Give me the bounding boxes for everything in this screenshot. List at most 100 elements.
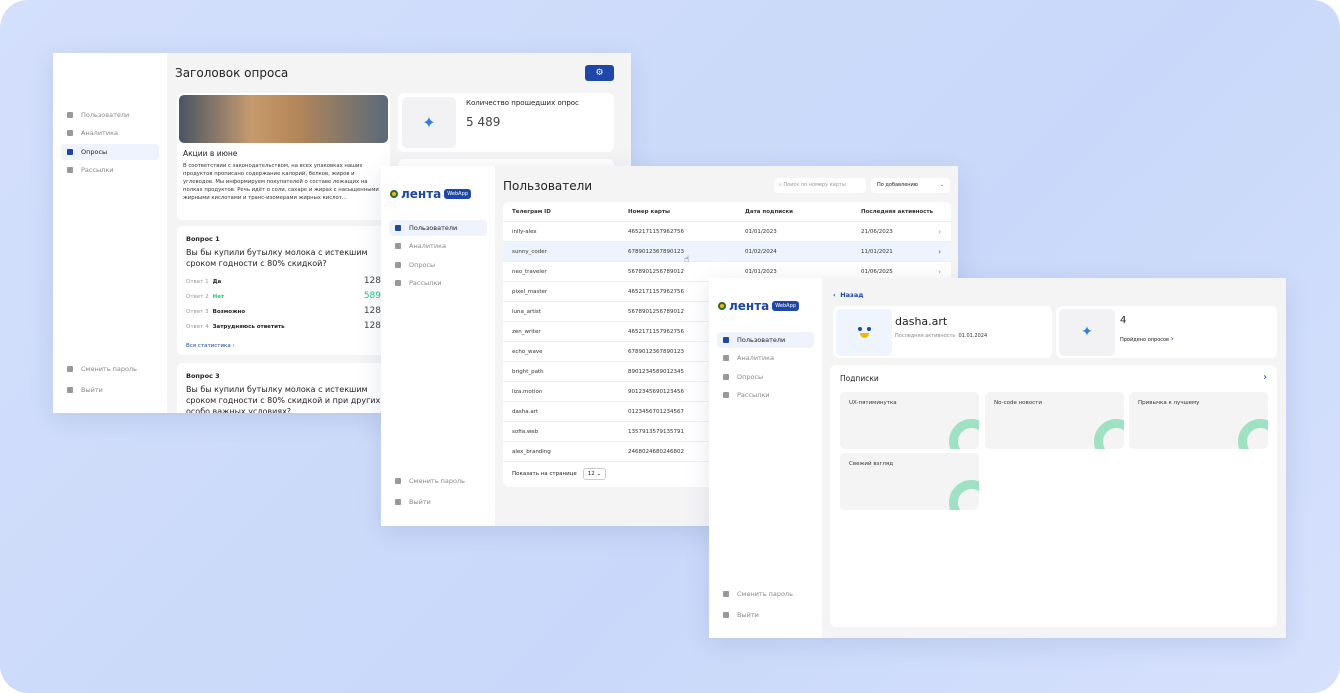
cell: 2468024680246802: [628, 448, 684, 455]
logout[interactable]: Выйти: [717, 607, 814, 623]
sidebar-item-users[interactable]: Пользователи: [61, 107, 159, 123]
label: Рассылки: [81, 166, 114, 174]
cell: 01/06/2025: [861, 268, 893, 275]
logout[interactable]: Выйти: [389, 494, 487, 510]
gear-icon: ⚙: [595, 68, 604, 78]
logout-icon: [67, 387, 73, 393]
profile-name: dasha.art: [895, 315, 948, 328]
settings-button[interactable]: ⚙: [585, 65, 614, 81]
puzzle-icon: ✦: [402, 97, 456, 148]
answer: Ответ 3 Возможно 128: [186, 306, 381, 316]
label: Опросы: [81, 148, 108, 156]
sidebar-item-analytics[interactable]: Аналитика: [717, 350, 814, 366]
subscription-tile[interactable]: No-code новости: [985, 392, 1124, 449]
page-title: Пользователи: [503, 179, 593, 193]
sidebar-item-surveys[interactable]: Опросы: [389, 257, 487, 273]
chevron-right-icon[interactable]: ›: [938, 247, 941, 256]
label: Опросы: [737, 373, 764, 381]
cell: 01/01/2023: [745, 228, 777, 235]
user-icon: [67, 112, 73, 118]
surveys-count: 4: [1120, 315, 1127, 326]
chevron-right-icon[interactable]: ›: [938, 227, 941, 236]
folder-icon: [723, 591, 729, 597]
promo-card: Акции в июне В соответствии с законодате…: [177, 93, 390, 220]
cursor-hand-icon: ☝: [684, 255, 690, 265]
table-row[interactable]: sunny_coder 6789012367890123 01/02/2024 11/…: [503, 242, 951, 262]
cell: 11/01/2021: [861, 248, 893, 255]
label: Выйти: [81, 386, 103, 394]
cell: sunny_coder: [512, 248, 547, 255]
label: Рассылки: [737, 391, 770, 399]
surveys-link[interactable]: Пройдено опросов ›: [1120, 334, 1174, 343]
sidebar-item-surveys[interactable]: Опросы: [717, 369, 814, 385]
cell: 1357913579135791: [628, 428, 684, 435]
promo-title: Акции в июне: [183, 149, 238, 158]
survey-icon: [395, 262, 401, 268]
label: Сменить пароль: [737, 590, 793, 598]
sidebar-item-mailings[interactable]: Рассылки: [61, 162, 159, 178]
sidebar-item-mailings[interactable]: Рассылки: [389, 275, 487, 291]
per-page: Показать на странице 12 ⌄: [512, 468, 607, 480]
mail-icon: [723, 392, 729, 398]
question-label: Вопрос 1: [186, 235, 220, 243]
subscription-tile[interactable]: UX-пятиминутка: [840, 392, 979, 449]
label: Сменить пароль: [81, 365, 137, 373]
user-icon: [723, 337, 729, 343]
search-icon: ⌕: [779, 182, 782, 188]
page-title: Заголовок опроса: [175, 66, 289, 80]
change-password[interactable]: Сменить пароль: [389, 473, 487, 489]
cell: 4652171157962756: [628, 228, 684, 235]
profile-window: лента WebApp Пользователи Аналитика Опрос…: [709, 278, 1286, 638]
cell: dasha.art: [512, 408, 539, 415]
cell: 9012345690123456: [628, 388, 684, 395]
cell: echo_wave: [512, 348, 543, 355]
cell: 8901234589012345: [628, 368, 684, 375]
subscription-tile[interactable]: Свежий взгляд: [840, 453, 979, 510]
question-label: Вопрос 3: [186, 372, 220, 380]
cell: sofia.web: [512, 428, 539, 435]
chevron-right-icon[interactable]: ›: [1263, 372, 1267, 383]
surveys-passed-card: ✦ 4 Пройдено опросов ›: [1056, 306, 1277, 358]
label: Рассылки: [409, 279, 442, 287]
back-link[interactable]: ‹ Назад: [833, 291, 864, 299]
cell: 4652171157962756: [628, 328, 684, 335]
per-page-select[interactable]: 12 ⌄: [582, 468, 607, 480]
cell: 6789012367890123: [628, 248, 684, 255]
table-row[interactable]: inily-alex 4652171157962756 01/01/2023 21/0…: [503, 222, 951, 242]
subscription-tile[interactable]: Привычка к лучшему: [1129, 392, 1268, 449]
label: Пользователи: [737, 336, 786, 344]
sidebar: Пользователи Аналитика Опросы Рассылки С…: [53, 53, 167, 413]
sidebar-item-users[interactable]: Пользователи: [717, 332, 814, 348]
promo-image: [179, 95, 388, 143]
sort-select[interactable]: По добавлению ⌄: [871, 178, 950, 193]
logo: лента WebApp: [390, 187, 471, 201]
cell: 6789012367890123: [628, 348, 684, 355]
label: Аналитика: [737, 354, 774, 362]
answer: Ответ 4 Затрудняюсь ответить 128: [186, 321, 381, 331]
cell: bright_path: [512, 368, 544, 375]
mail-icon: [395, 280, 401, 286]
label: Аналитика: [409, 242, 446, 250]
change-password[interactable]: Сменить пароль: [717, 586, 814, 602]
logout[interactable]: Выйти: [61, 382, 159, 398]
all-stats-link[interactable]: Вся статистика ›: [186, 343, 235, 349]
survey-icon: [723, 374, 729, 380]
profile-card: dasha.art Последняя активность 01.01.202…: [833, 306, 1052, 358]
chevron-down-icon: ⌄: [939, 182, 944, 188]
sidebar-item-users[interactable]: Пользователи: [389, 220, 487, 236]
folder-icon: [67, 366, 73, 372]
change-password[interactable]: Сменить пароль: [61, 361, 159, 377]
chart-icon: [723, 355, 729, 361]
table-header: Телеграм ID Номер карты Дата подписки После…: [503, 202, 951, 222]
chart-icon: [395, 243, 401, 249]
sidebar-item-analytics[interactable]: Аналитика: [61, 125, 159, 141]
label: Выйти: [737, 611, 759, 619]
sidebar-item-surveys[interactable]: Опросы: [61, 144, 159, 160]
sidebar-item-mailings[interactable]: Рассылки: [717, 387, 814, 403]
sidebar-item-analytics[interactable]: Аналитика: [389, 238, 487, 254]
chevron-right-icon[interactable]: ›: [938, 267, 941, 276]
cell: zen_writer: [512, 328, 541, 335]
answer: Ответ 1 Да 128: [186, 276, 381, 286]
folder-icon: [395, 478, 401, 484]
search-input[interactable]: ⌕ Поиск по номеру карты: [774, 178, 866, 193]
